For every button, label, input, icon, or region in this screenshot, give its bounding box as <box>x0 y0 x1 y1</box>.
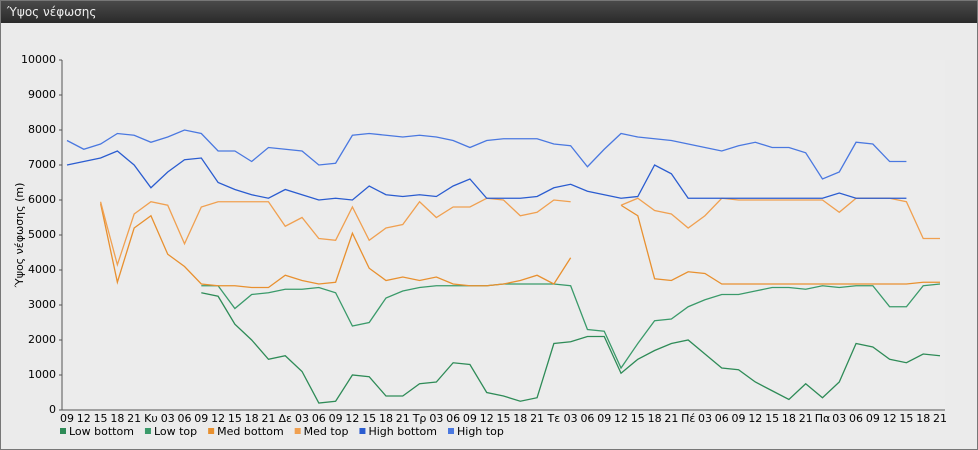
legend-label: High top <box>457 425 504 438</box>
x-tick-label: 15 <box>362 412 376 425</box>
legend-label: Low bottom <box>69 425 134 438</box>
y-tick-label: 4000 <box>28 263 56 276</box>
x-tick-label: 21 <box>799 412 813 425</box>
y-axis-label: Ύψος νέφωσης (m) <box>13 183 26 289</box>
x-tick-label: 21 <box>530 412 544 425</box>
y-tick-label: 8000 <box>28 123 56 136</box>
y-tick-label: 3000 <box>28 298 56 311</box>
legend-label: Med top <box>304 425 349 438</box>
x-tick-label: 18 <box>916 412 930 425</box>
series-line <box>201 292 941 404</box>
y-tick-label: 10000 <box>21 53 56 66</box>
x-tick-label: 15 <box>497 412 511 425</box>
x-tick-label: 12 <box>345 412 359 425</box>
y-tick-label: 1000 <box>28 368 56 381</box>
x-tick-label: 18 <box>782 412 796 425</box>
x-tick-label: 15 <box>899 412 913 425</box>
x-tick-label: 18 <box>379 412 393 425</box>
chart: Ύψος νέφωσης (m) 0 1000 2000 3000 4000 5000 60… <box>13 53 947 438</box>
x-tick-label: 03 <box>564 412 578 425</box>
x-tick-label: Πα <box>815 412 831 425</box>
x-tick-label: 12 <box>211 412 225 425</box>
x-tick-label: Πέ <box>681 412 695 425</box>
x-tick-label: 15 <box>228 412 242 425</box>
x-tick-label: 03 <box>429 412 443 425</box>
x-tick-label: 21 <box>933 412 947 425</box>
x-tick-label: 06 <box>580 412 594 425</box>
legend-swatch <box>60 428 66 434</box>
legend-swatch <box>448 428 454 434</box>
series-line <box>201 283 941 370</box>
x-tick-label: 09 <box>597 412 611 425</box>
x-tick-label: 15 <box>765 412 779 425</box>
x-tick-label: Δε <box>279 412 293 425</box>
x-tick-label: 06 <box>849 412 863 425</box>
x-tick-label: 09 <box>194 412 208 425</box>
series-line <box>66 129 907 180</box>
y-tick-label: 6000 <box>28 193 56 206</box>
x-tick-label: 06 <box>178 412 192 425</box>
x-tick-label: 06 <box>446 412 460 425</box>
x-tick-label: 21 <box>261 412 275 425</box>
x-tick-label: 21 <box>664 412 678 425</box>
y-tick-label: 5000 <box>28 228 56 241</box>
x-tick-label: 12 <box>77 412 91 425</box>
legend-label: Med bottom <box>217 425 284 438</box>
x-tick-label: 06 <box>312 412 326 425</box>
series-line <box>99 203 940 289</box>
x-tick-label: 15 <box>631 412 645 425</box>
plot-area <box>62 60 945 410</box>
x-tick-label: 18 <box>245 412 259 425</box>
legend-swatch <box>208 428 215 434</box>
window-title: Ύψος νέφωσης <box>1 1 977 23</box>
legend-label: High bottom <box>368 425 437 438</box>
x-tick-label: 09 <box>329 412 343 425</box>
x-tick-label: 03 <box>295 412 309 425</box>
x-tick-label: Τρ <box>412 412 427 425</box>
x-tick-label: Τε <box>547 412 561 425</box>
x-tick-label: 18 <box>513 412 527 425</box>
x-tick-label: 15 <box>94 412 108 425</box>
x-tick-label: 12 <box>614 412 628 425</box>
y-tick-label: 7000 <box>28 158 56 171</box>
series-line <box>66 150 907 201</box>
x-tick-label: 09 <box>732 412 746 425</box>
x-tick-label: 18 <box>110 412 124 425</box>
x-tick-label: 09 <box>866 412 880 425</box>
x-tick-label: Κυ <box>144 412 158 425</box>
x-tick-label: 03 <box>698 412 712 425</box>
y-tick-label: 0 <box>49 403 56 416</box>
x-tick-label: 21 <box>127 412 141 425</box>
x-tick-label: 12 <box>480 412 494 425</box>
y-tick-label: 2000 <box>28 333 56 346</box>
x-tick-label: 03 <box>832 412 846 425</box>
y-tick-label: 9000 <box>28 88 56 101</box>
x-tick-label: 18 <box>648 412 662 425</box>
x-tick-label: 09 <box>60 412 74 425</box>
legend-swatch <box>144 428 151 434</box>
x-tick-label: 12 <box>883 412 897 425</box>
legend-swatch <box>294 428 301 434</box>
x-tick-label: 09 <box>463 412 477 425</box>
x-tick-label: 06 <box>715 412 729 425</box>
legend-label: Low top <box>154 425 197 438</box>
legend-swatch <box>359 428 366 434</box>
x-tick-label: 03 <box>161 412 175 425</box>
x-tick-label: 21 <box>396 412 410 425</box>
x-tick-label: 12 <box>748 412 762 425</box>
